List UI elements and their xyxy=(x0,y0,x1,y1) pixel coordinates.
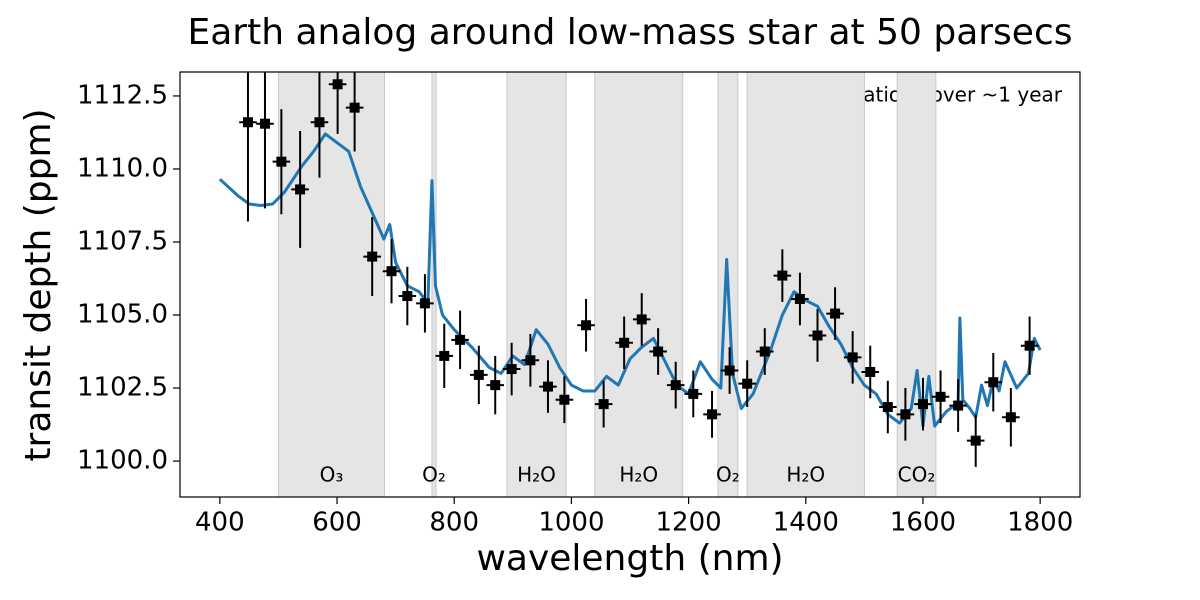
observation-point xyxy=(830,308,841,319)
observation-point xyxy=(490,380,501,391)
x-axis-label: wavelength (nm) xyxy=(476,538,783,579)
observation-point xyxy=(794,293,805,304)
band-label: CO₂ xyxy=(898,463,936,487)
observation-point xyxy=(276,156,287,167)
observation-point xyxy=(988,377,999,388)
observation-point xyxy=(619,337,630,348)
observation-point xyxy=(777,270,788,281)
observation-point xyxy=(935,391,946,402)
observation-point xyxy=(882,402,893,413)
observation-point xyxy=(724,365,735,376)
band-label: H₂O xyxy=(786,463,825,487)
observation-point xyxy=(332,79,343,90)
observation-point xyxy=(506,364,517,375)
observation-point xyxy=(707,409,718,420)
absorption-band xyxy=(506,71,567,498)
observation-point xyxy=(917,399,928,410)
x-tick-label: 400 xyxy=(195,508,245,538)
bands: O₃ O₂ H₂O H₂O O₂ H₂O CO₂ xyxy=(277,71,937,498)
observation-point xyxy=(439,350,450,361)
observation-point xyxy=(559,394,570,405)
axes: 400 600 800 1000 1200 1400 1600 1800 1100.0 1102.… xyxy=(77,71,1081,538)
observation-point xyxy=(386,266,397,277)
observation-point xyxy=(367,251,378,262)
observation-point xyxy=(242,117,253,128)
absorption-band xyxy=(594,71,684,498)
observation-point xyxy=(688,388,699,399)
x-tick-label: 1800 xyxy=(1007,508,1073,538)
observation-point xyxy=(455,334,466,345)
observation-point xyxy=(759,346,770,357)
observation-point xyxy=(525,355,536,366)
observation-point xyxy=(349,102,360,113)
observation-point xyxy=(653,346,664,357)
observation-point xyxy=(970,435,981,446)
observation-point xyxy=(1005,412,1016,423)
y-tick-label: 1100.0 xyxy=(77,446,168,476)
observation-point xyxy=(259,118,270,129)
observation-point xyxy=(670,380,681,391)
absorption-band xyxy=(896,71,937,498)
x-tick-label: 800 xyxy=(429,508,479,538)
observation-point xyxy=(812,330,823,341)
y-tick-label: 1102.5 xyxy=(77,373,168,403)
band-label: H₂O xyxy=(517,463,556,487)
x-tick-label: 1200 xyxy=(656,508,722,538)
observation-point xyxy=(581,320,592,331)
observation-point xyxy=(953,400,964,411)
observation-point xyxy=(847,352,858,363)
y-tick-label: 1105.0 xyxy=(77,300,168,330)
observation-point xyxy=(542,381,553,392)
observation-point xyxy=(865,366,876,377)
band-label: O₂ xyxy=(716,463,740,487)
observation-point xyxy=(900,409,911,420)
observation-point xyxy=(402,291,413,302)
absorption-band xyxy=(277,71,385,498)
y-tick-label: 1110.0 xyxy=(77,153,168,183)
chart-title: Earth analog around low-mass star at 50 … xyxy=(187,12,1072,53)
x-tick-label: 600 xyxy=(312,508,362,538)
observation-point xyxy=(314,117,325,128)
observation-point xyxy=(1024,340,1035,351)
y-axis-label: transit depth (ppm) xyxy=(18,108,59,461)
observation-point xyxy=(295,184,306,195)
observation-point xyxy=(742,378,753,389)
observation-point xyxy=(419,298,430,309)
observation-point xyxy=(473,369,484,380)
x-tick-label: 1600 xyxy=(890,508,956,538)
band-label: O₂ xyxy=(422,463,446,487)
y-tick-label: 1112.5 xyxy=(77,80,168,110)
plot-frame xyxy=(179,71,1081,498)
observation-point xyxy=(598,399,609,410)
band-label: O₃ xyxy=(320,463,344,487)
plot-area xyxy=(218,72,1042,467)
absorption-band xyxy=(746,71,865,498)
y-tick-label: 1107.5 xyxy=(77,227,168,257)
x-tick-label: 1000 xyxy=(538,508,604,538)
band-label: H₂O xyxy=(619,463,658,487)
observation-point xyxy=(636,314,647,325)
x-tick-label: 1400 xyxy=(773,508,839,538)
